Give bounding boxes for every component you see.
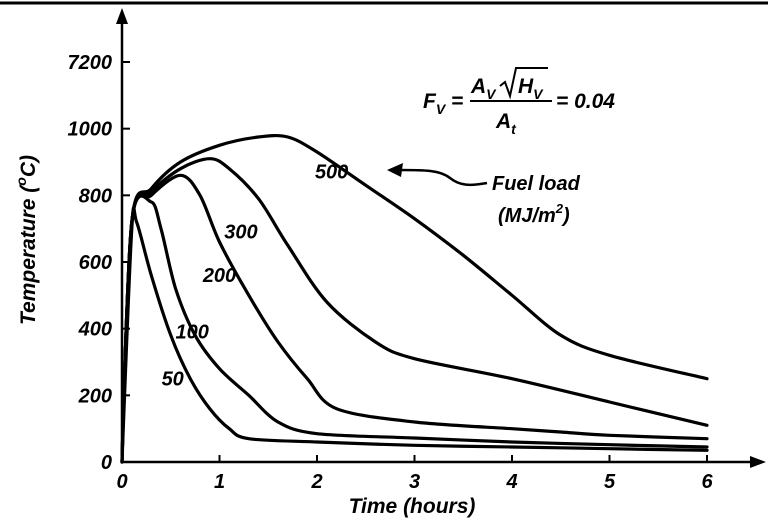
formula-lhs: FV = — [423, 90, 463, 117]
curve-label-500: 500 — [315, 162, 348, 184]
annotation-units: (MJ/m2) — [498, 201, 570, 227]
series-line-300 — [120, 157, 709, 464]
annotation-arrow-head — [387, 163, 403, 177]
formula-denominator: At — [495, 110, 517, 137]
curve-label-200: 200 — [202, 265, 236, 287]
curve-labels: 50 100 200 300 500 — [162, 162, 349, 391]
curve-label-100: 100 — [176, 322, 209, 344]
fuel-load-annotation: Fuel load (MJ/m2) — [387, 163, 581, 227]
x-tick-label: 6 — [701, 471, 713, 493]
y-tick-labels: 0 200 400 600 800 1000 7200 — [68, 52, 113, 474]
x-tick-label: 2 — [310, 471, 322, 493]
y-tick-label: 1000 — [68, 119, 113, 141]
annotation-arrow-line — [397, 168, 488, 187]
y-axis-arrow — [116, 8, 128, 24]
y-tick-label: 600 — [79, 252, 112, 274]
series-line-200 — [120, 173, 709, 464]
formula-numerator: AV — [470, 75, 497, 102]
curve-label-300: 300 — [224, 222, 257, 244]
annotation-fuel-load: Fuel load — [492, 173, 581, 195]
x-tick-label: 0 — [116, 471, 127, 493]
formula-value: = 0.04 — [556, 90, 615, 113]
y-tick-label: 0 — [101, 452, 112, 474]
x-tick-labels: 0 1 2 3 4 5 6 — [116, 471, 713, 493]
y-tick-label: 800 — [79, 185, 112, 207]
curves — [120, 134, 709, 464]
x-axis-title: Time (hours) — [349, 495, 476, 518]
y-axis-title: Temperature (oC) — [13, 155, 40, 325]
y-tick-label: 7200 — [68, 52, 113, 74]
x-tick-label: 4 — [505, 471, 517, 493]
x-tick-label: 1 — [214, 471, 225, 493]
series-line-50 — [120, 206, 709, 464]
sqrt-sign — [499, 67, 548, 100]
ticks — [122, 61, 708, 462]
series-line-500 — [120, 134, 709, 464]
y-tick-label: 200 — [78, 385, 112, 407]
axes — [116, 8, 766, 468]
curve-label-50: 50 — [162, 368, 184, 390]
x-tick-label: 3 — [409, 471, 420, 493]
x-tick-label: 5 — [604, 471, 616, 493]
ventilation-factor-formula: FV = AV HV At = 0.04 — [423, 67, 615, 137]
y-tick-label: 400 — [78, 319, 112, 341]
x-axis-arrow — [750, 456, 766, 468]
formula-sqrt-content: HV — [518, 75, 544, 102]
